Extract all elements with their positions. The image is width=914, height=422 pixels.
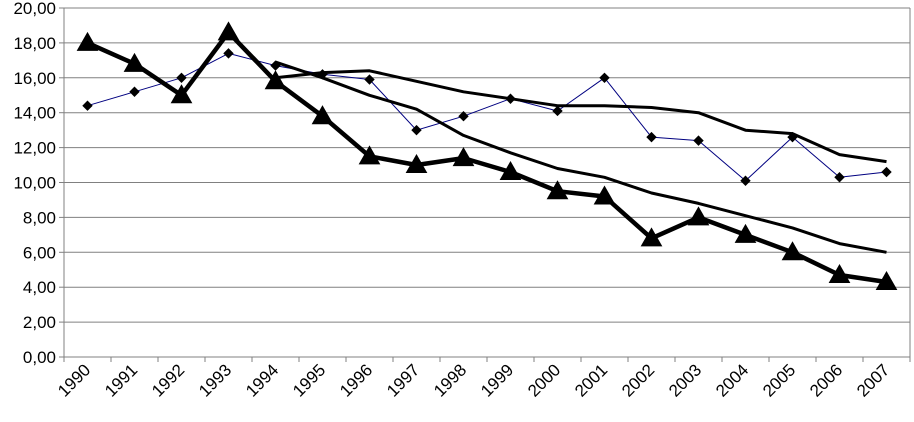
triangle-marker bbox=[499, 161, 522, 181]
series-thin-diamond bbox=[82, 48, 892, 186]
diamond-marker bbox=[411, 124, 422, 136]
series-line bbox=[87, 52, 887, 182]
y-tick-label: 10,00 bbox=[13, 174, 56, 193]
triangle-marker bbox=[452, 147, 475, 167]
triangle-marker bbox=[687, 206, 710, 226]
x-tick-label: 1998 bbox=[430, 360, 470, 400]
diamond-marker bbox=[82, 100, 93, 111]
series-thick-triangle bbox=[76, 21, 898, 290]
grid-lines bbox=[64, 7, 910, 323]
diamond-marker bbox=[646, 131, 657, 143]
x-tick-label: 2005 bbox=[759, 360, 799, 400]
x-tick-label: 1991 bbox=[101, 360, 141, 400]
y-tick-label: 16,00 bbox=[13, 69, 56, 88]
x-tick-label: 2003 bbox=[665, 360, 705, 400]
triangle-marker bbox=[828, 263, 851, 283]
diamond-marker bbox=[223, 48, 234, 59]
series-smooth-lower bbox=[275, 60, 887, 254]
diamond-marker bbox=[129, 86, 140, 97]
triangle-marker bbox=[593, 185, 616, 205]
diamond-marker bbox=[834, 172, 845, 183]
diamond-marker bbox=[599, 72, 610, 84]
series-smooth-upper bbox=[275, 69, 887, 164]
triangle-marker bbox=[405, 154, 428, 174]
x-tick-labels: 1990 1991 1992 1993 1994 1995 1996 1997 1998 1999… bbox=[54, 360, 893, 400]
y-tick-label: 20,00 bbox=[13, 0, 56, 18]
x-tick-label: 1994 bbox=[242, 360, 282, 400]
triangle-marker bbox=[123, 52, 146, 72]
triangle-marker bbox=[875, 270, 898, 290]
triangle-marker bbox=[358, 145, 381, 165]
x-tick-label: 2004 bbox=[712, 360, 752, 400]
y-tick-label: 6,00 bbox=[23, 243, 56, 262]
x-tick-label: 1993 bbox=[195, 360, 235, 400]
y-tick-label: 4,00 bbox=[23, 278, 56, 297]
x-tick-label: 1999 bbox=[477, 360, 517, 400]
y-tick-labels: 0,00 2,00 4,00 6,00 8,00 10,00 12,00 14,00 16,00… bbox=[13, 0, 56, 367]
axes bbox=[59, 7, 911, 362]
x-tick-label: 2006 bbox=[806, 360, 846, 400]
x-tick-label: 2000 bbox=[524, 360, 564, 400]
x-tick-label: 1992 bbox=[148, 360, 188, 400]
x-tick-label: 2002 bbox=[618, 360, 658, 400]
y-tick-label: 0,00 bbox=[23, 348, 56, 367]
x-tick-label: 2007 bbox=[853, 360, 893, 400]
diamond-marker bbox=[176, 72, 187, 84]
y-tick-label: 12,00 bbox=[13, 139, 56, 158]
diamond-marker bbox=[693, 135, 704, 146]
series-line bbox=[275, 60, 887, 254]
diamond-marker bbox=[740, 175, 751, 186]
x-tick-label: 1996 bbox=[336, 360, 376, 400]
triangle-marker bbox=[311, 105, 334, 125]
series bbox=[76, 21, 898, 290]
series-line bbox=[275, 69, 887, 164]
diamond-marker bbox=[552, 105, 563, 117]
triangle-marker bbox=[170, 84, 193, 104]
y-tick-label: 8,00 bbox=[23, 208, 56, 227]
x-tick-label: 1990 bbox=[54, 360, 94, 400]
series-line bbox=[86, 30, 887, 285]
y-tick-label: 2,00 bbox=[23, 313, 56, 332]
y-tick-label: 14,00 bbox=[13, 104, 56, 123]
x-tick-label: 1997 bbox=[383, 360, 423, 400]
triangle-marker bbox=[640, 227, 663, 247]
triangle-marker bbox=[734, 223, 757, 243]
triangle-marker bbox=[546, 180, 569, 200]
diamond-marker bbox=[881, 166, 892, 178]
triangle-marker bbox=[264, 70, 287, 90]
y-tick-label: 18,00 bbox=[13, 34, 56, 53]
triangle-marker bbox=[781, 241, 804, 261]
triangle-marker bbox=[217, 21, 240, 41]
x-tick-label: 1995 bbox=[289, 360, 329, 400]
diamond-marker bbox=[458, 110, 469, 122]
diamond-marker bbox=[364, 74, 375, 85]
x-tick-label: 2001 bbox=[571, 360, 611, 400]
triangle-marker bbox=[76, 31, 99, 51]
